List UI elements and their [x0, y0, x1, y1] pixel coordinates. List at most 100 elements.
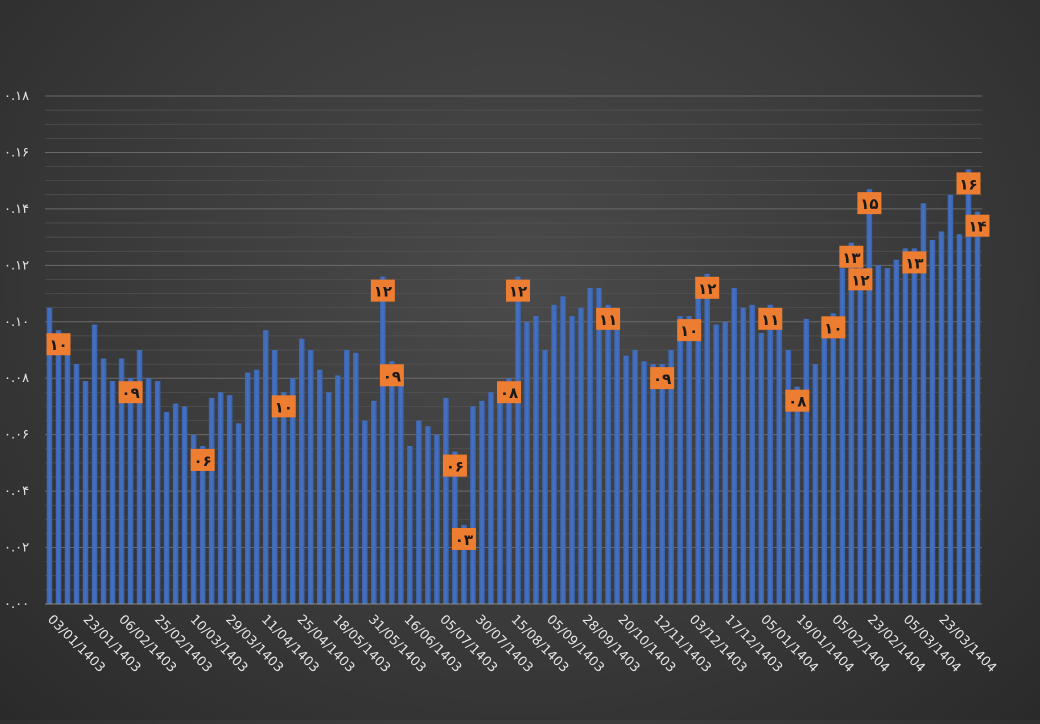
- bar: [317, 369, 323, 604]
- bar: [713, 324, 720, 604]
- data-label: ۱۰: [824, 319, 842, 337]
- bar: [893, 259, 900, 604]
- data-label-box: [496, 381, 521, 404]
- bar: [848, 242, 855, 604]
- bar: [911, 248, 918, 604]
- bar: [740, 307, 747, 604]
- bar: [55, 330, 62, 604]
- data-label-box: [758, 307, 783, 330]
- y-tick-label: ۰.۰۸: [4, 371, 29, 386]
- data-label: ۱۱: [761, 311, 779, 329]
- bar: [695, 293, 701, 604]
- data-label-box: [596, 307, 621, 330]
- data-label: ۱۴: [968, 218, 986, 236]
- bar: [91, 324, 98, 604]
- bar: [298, 338, 305, 604]
- data-label-box: [785, 389, 810, 412]
- bar: [632, 350, 638, 604]
- y-tick-label: ۰.۱۲: [4, 258, 29, 273]
- bar: [704, 273, 710, 604]
- data-label: ۱۲: [509, 283, 527, 301]
- bar: [109, 381, 116, 604]
- bar: [731, 287, 738, 604]
- y-tick-label: ۰.۰۰: [4, 597, 29, 612]
- bar: [605, 304, 611, 604]
- bar: [226, 395, 233, 604]
- data-label: ۰۶: [446, 458, 464, 476]
- bar: [244, 372, 251, 604]
- bars: [46, 169, 981, 605]
- y-tick-label: ۰.۱۸: [4, 89, 29, 104]
- bar: [506, 378, 512, 604]
- bar: [515, 276, 521, 604]
- data-label-box: [650, 367, 675, 390]
- bar: [425, 426, 431, 604]
- bar: [821, 321, 828, 604]
- bar: [875, 265, 882, 604]
- bar: [956, 234, 963, 605]
- bar: [830, 313, 837, 604]
- bar: [686, 316, 692, 604]
- bar: [82, 381, 89, 604]
- data-label: ۱۰: [49, 336, 67, 354]
- bar: [46, 307, 53, 604]
- bar: [289, 378, 296, 604]
- bar: [722, 321, 729, 604]
- bar: [569, 316, 575, 604]
- data-label: ۰۹: [121, 384, 139, 402]
- bar: [452, 451, 458, 604]
- data-label: ۱۲: [851, 271, 869, 289]
- data-label-box: [271, 395, 296, 418]
- bar: [884, 268, 891, 604]
- bar: [307, 350, 314, 604]
- data-label-box: [821, 316, 846, 339]
- bar: [262, 330, 269, 604]
- data-label: ۱۲: [374, 283, 392, 301]
- data-label-box: [442, 454, 467, 477]
- bar: [407, 445, 413, 604]
- bar: [461, 524, 467, 604]
- y-tick-label: ۰.۱۶: [4, 145, 29, 160]
- bar: [947, 194, 954, 604]
- bar: [839, 268, 846, 604]
- bar: [920, 203, 927, 604]
- bar: [776, 321, 783, 604]
- bar: [794, 386, 801, 604]
- bar: [64, 335, 71, 604]
- bar: [362, 420, 368, 604]
- y-tick-label: ۰.۰۶: [4, 428, 29, 443]
- bar: [497, 383, 503, 604]
- data-labels: ۱۰ ۰۹ ۰۶ ۱۰ ۱۲ ۰۹ ۰۶ ۰۳ ۰۸ ۱۲ ۱۱ ۰۹ ۱۰ ۱۲ ۱۱ ۰۸ ۱۰ ۱۳ ۱۲ ۱۵…: [46, 172, 990, 550]
- bar: [145, 378, 152, 604]
- bar: [812, 364, 819, 604]
- y-axis-tick-labels: ۰.۰۰ ۰.۰۲ ۰.۰۴ ۰.۰۶ ۰.۰۸ ۰.۱۰ ۰.۱۲ ۰.۱۴ ۰.۱۶ ۰.۱۸: [4, 89, 29, 612]
- bar: [668, 350, 674, 604]
- data-label: ۱۶: [959, 175, 977, 193]
- bar: [560, 296, 566, 604]
- data-label: ۰۹: [653, 370, 671, 388]
- bar: [172, 403, 179, 604]
- data-label: ۱۰: [680, 322, 698, 340]
- bar: [371, 400, 377, 604]
- bar: [767, 304, 774, 604]
- data-label-box: [190, 448, 215, 471]
- data-label-box: [695, 276, 720, 299]
- bar: [389, 361, 395, 604]
- bar: [623, 355, 629, 604]
- bar: [127, 378, 134, 604]
- data-label: ۱۵: [860, 195, 878, 213]
- data-label-box: [956, 172, 981, 195]
- y-tick-label: ۰.۰۲: [4, 541, 29, 556]
- y-tick-label: ۰.۱۴: [4, 202, 29, 217]
- bar: [335, 375, 341, 604]
- bar: [100, 358, 107, 604]
- bar: [163, 412, 170, 604]
- bar: [380, 276, 386, 604]
- data-label: ۰۳: [455, 531, 473, 549]
- bar: [866, 189, 873, 604]
- bar: [181, 406, 188, 604]
- bar: [965, 169, 972, 604]
- bar: [902, 248, 909, 604]
